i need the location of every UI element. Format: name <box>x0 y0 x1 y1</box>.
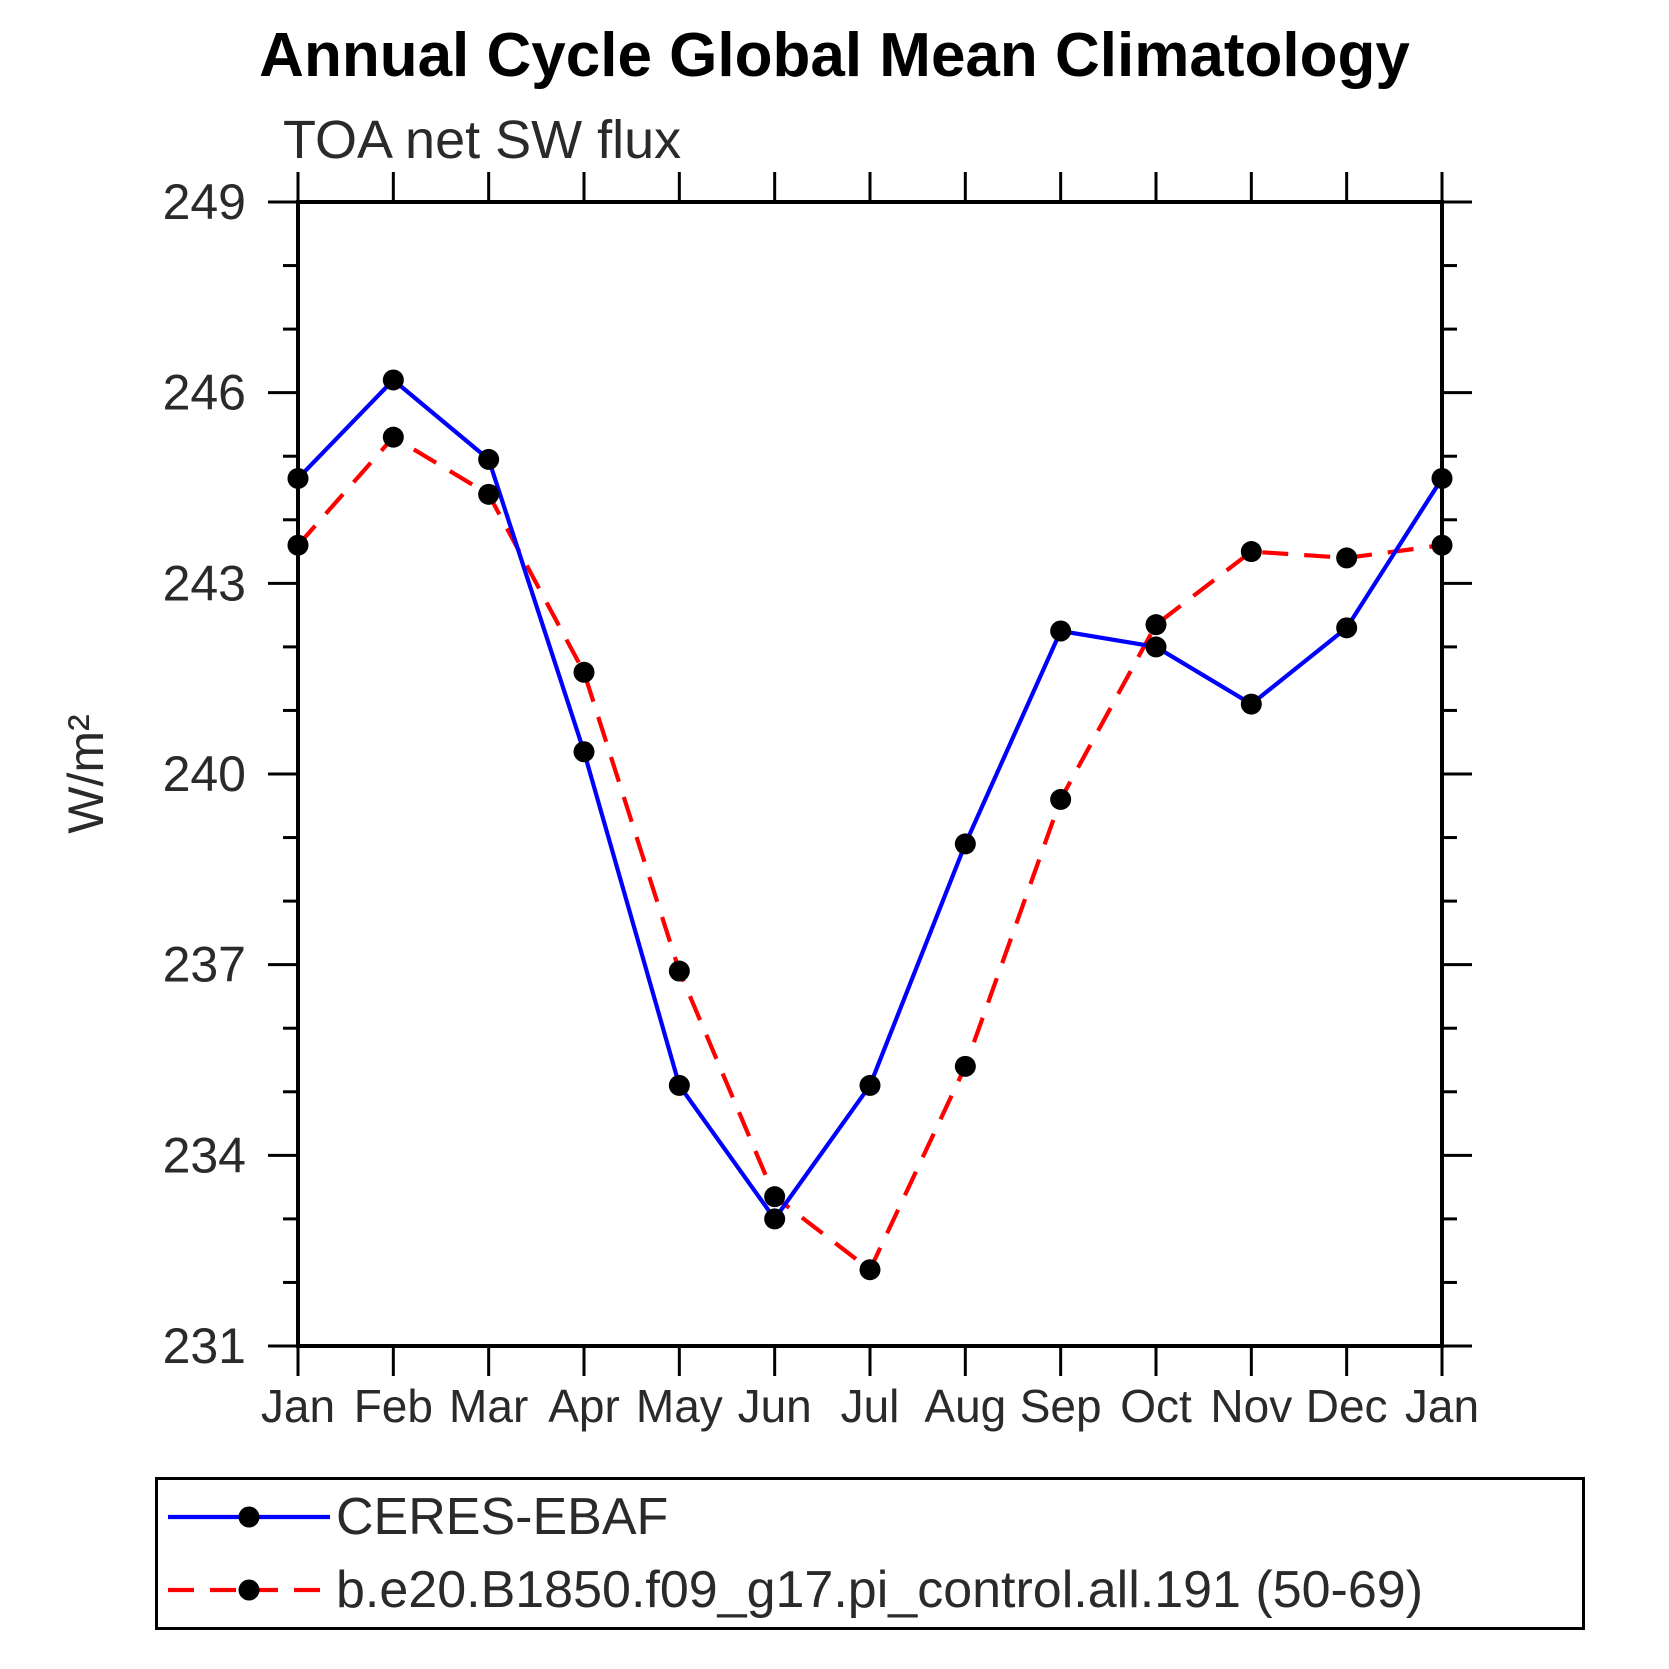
data-point-marker <box>573 661 595 683</box>
month-label: Apr <box>548 1380 620 1432</box>
data-point-marker <box>668 960 690 982</box>
chart-title: Annual Cycle Global Mean Climatology <box>259 21 1410 90</box>
plot-frame <box>296 200 1444 1348</box>
month-label: Oct <box>1120 1380 1192 1432</box>
data-point-marker <box>859 1074 881 1096</box>
month-label: Dec <box>1306 1380 1388 1432</box>
y-tick-label: 240 <box>163 746 246 802</box>
month-label: Jan <box>261 1380 335 1432</box>
y-tick-label: 237 <box>163 937 246 993</box>
legend-marker-dot <box>238 1506 260 1528</box>
y-tick-label: 234 <box>163 1127 246 1183</box>
legend-marker-dot <box>238 1579 260 1601</box>
y-tick-label: 246 <box>163 365 246 421</box>
month-label: Nov <box>1210 1380 1292 1432</box>
legend-label: CERES-EBAF <box>336 1487 669 1546</box>
data-point-marker <box>668 1074 690 1096</box>
y-tick-label: 231 <box>163 1318 246 1374</box>
data-point-marker <box>764 1186 786 1208</box>
data-point-marker <box>764 1208 786 1230</box>
data-point-marker <box>954 833 976 855</box>
data-point-marker <box>573 741 595 763</box>
data-point-marker <box>287 467 309 489</box>
month-label: Aug <box>924 1380 1006 1432</box>
data-point-marker <box>478 448 500 470</box>
data-point-marker <box>1336 547 1358 569</box>
data-point-marker <box>287 534 309 556</box>
chart-subtitle: TOA net SW flux <box>283 110 681 170</box>
legend-line-sample-dashed <box>168 1579 330 1601</box>
month-label: Jun <box>738 1380 812 1432</box>
legend-item-model: b.e20.B1850.f09_g17.pi_control.all.191 (… <box>158 1555 1582 1625</box>
data-point-marker <box>1336 617 1358 639</box>
month-label: Feb <box>354 1380 433 1432</box>
data-point-marker <box>954 1055 976 1077</box>
legend-line-sample-solid <box>168 1506 330 1528</box>
month-label: Jan <box>1405 1380 1479 1432</box>
series-markers <box>287 369 1453 1281</box>
legend-item-ceres-ebaf: CERES-EBAF <box>158 1482 1582 1552</box>
month-label: Jul <box>841 1380 900 1432</box>
data-point-marker <box>1240 693 1262 715</box>
month-label: Mar <box>449 1380 528 1432</box>
axes: Jan Feb Mar Apr May Jun Jul Aug Sep Oct Nov Dec Jan 2… <box>163 172 1479 1432</box>
data-point-marker <box>382 426 404 448</box>
data-point-marker <box>1050 788 1072 810</box>
data-point-marker <box>382 369 404 391</box>
data-point-marker <box>1050 620 1072 642</box>
legend-box: CERES-EBAF b.e20.B1850.f09_g17.pi_contro… <box>155 1477 1585 1630</box>
series-lines <box>296 377 1444 1273</box>
month-label: Sep <box>1020 1380 1102 1432</box>
data-point-marker <box>1431 467 1453 489</box>
data-point-marker <box>1145 614 1167 636</box>
y-tick-label: 249 <box>163 174 246 230</box>
data-point-marker <box>1431 534 1453 556</box>
month-label: May <box>636 1380 723 1432</box>
data-point-marker <box>478 483 500 505</box>
y-axis-label: W/m² <box>58 714 114 833</box>
data-point-marker <box>1240 541 1262 563</box>
data-point-marker <box>859 1259 881 1281</box>
y-tick-label: 243 <box>163 555 246 611</box>
plot-area: TOA net SW flux W/m² Jan Feb Mar Apr May Jun J… <box>58 110 1479 1432</box>
legend-label: b.e20.B1850.f09_g17.pi_control.all.191 (… <box>336 1561 1424 1620</box>
data-point-marker <box>1145 636 1167 658</box>
series-line-model <box>296 434 1443 1273</box>
